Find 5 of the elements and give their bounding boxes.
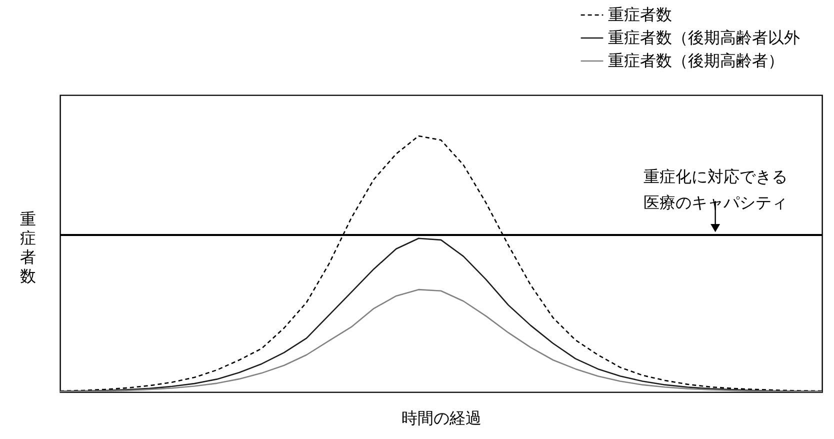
legend-label: 重症者数（後期高齢者以外 — [608, 28, 800, 47]
y-axis-title: 重症者数 — [20, 210, 36, 286]
x-axis-title: 時間の経過 — [402, 408, 482, 428]
legend-label: 重症者数（後期高齢者） — [608, 51, 784, 70]
legend-label: 重症者数 — [608, 5, 672, 24]
